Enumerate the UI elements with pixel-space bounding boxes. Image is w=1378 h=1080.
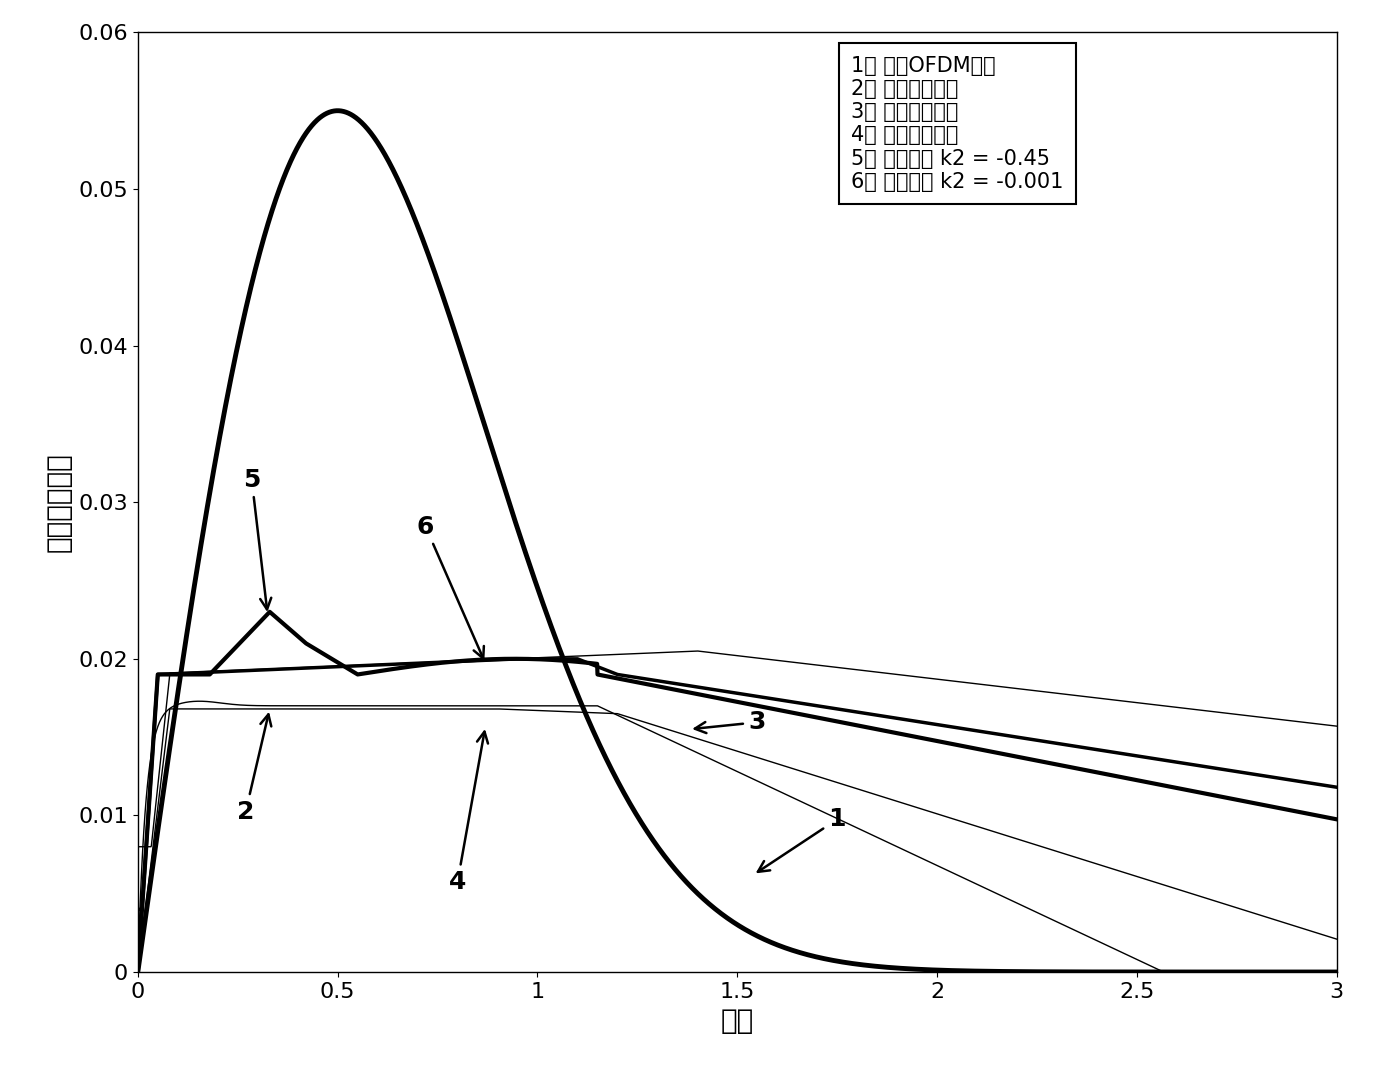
Text: 1、 原始OFDM信号
2、 指数压扩方法
3、 分段压扩方法
4、 梯形压扩方法
5、 本发明： k2 = -0.45
6、 本发明： k2 = -0.001: 1、 原始OFDM信号 2、 指数压扩方法 3、 分段压扩方法 4、 梯形压扩方… <box>852 56 1064 192</box>
Text: 5: 5 <box>243 468 271 609</box>
Text: 6: 6 <box>416 514 484 659</box>
Text: 3: 3 <box>695 711 766 734</box>
Y-axis label: 概率密度函数: 概率密度函数 <box>44 453 73 552</box>
Text: 4: 4 <box>449 731 488 894</box>
Text: 1: 1 <box>758 808 846 872</box>
X-axis label: 幅度: 幅度 <box>721 1008 754 1036</box>
Text: 2: 2 <box>237 714 271 824</box>
